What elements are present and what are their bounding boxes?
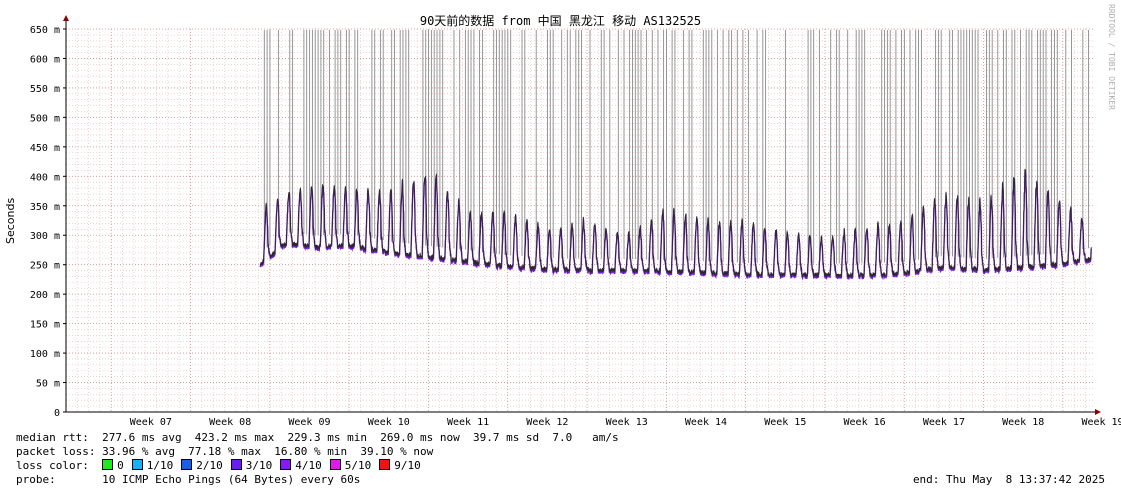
y-tick-label: 500 m: [30, 113, 60, 124]
loss-color-swatch: [181, 459, 193, 470]
y-tick-label: 300 m: [30, 231, 60, 242]
y-axis-arrow: [63, 15, 69, 21]
y-tick-label: 550 m: [30, 84, 60, 95]
loss-color-item: 2/10: [181, 459, 223, 472]
y-tick-label: 50 m: [36, 379, 60, 390]
x-axis-arrow: [1095, 409, 1101, 415]
x-tick-label: Week 11: [447, 417, 489, 428]
y-tick-label: 0: [54, 408, 60, 419]
median-rtt-stats: median rtt: 277.6 ms avg 423.2 ms max 22…: [16, 431, 619, 444]
loss-color-item: 1/10: [131, 459, 174, 472]
loss-color-swatch: [102, 459, 114, 470]
loss-color-text: 3/10: [245, 459, 273, 472]
x-tick-label: Week 12: [526, 417, 568, 428]
y-tick-label: 150 m: [30, 320, 60, 331]
x-tick-label: Week 08: [209, 417, 251, 428]
y-tick-label: 100 m: [30, 349, 60, 360]
rrdtool-watermark: RRDTOOL / TOBI OETIKER: [1107, 4, 1116, 110]
x-tick-label: Week 14: [685, 417, 727, 428]
y-tick-label: 450 m: [30, 143, 60, 154]
loss-color-swatch: [230, 459, 242, 470]
loss-color-item: 9/10: [379, 459, 421, 472]
loss-color-text: 9/10: [394, 459, 421, 472]
x-tick-label: Week 17: [923, 417, 965, 428]
chart-title: 90天前的数据 from 中国 黑龙江 移动 AS132525: [419, 14, 702, 28]
x-tick-label: Week 15: [764, 417, 806, 428]
y-tick-label: 200 m: [30, 290, 60, 301]
loss-color-text: 4/10: [295, 459, 322, 472]
loss-color-text: 2/10: [196, 459, 223, 472]
y-tick-label: 250 m: [30, 261, 60, 272]
loss-color-item: 3/10: [230, 459, 273, 472]
packet-loss-stats: packet loss: 33.96 % avg 77.18 % max 16.…: [16, 445, 434, 458]
x-tick-label: Week 07: [130, 417, 172, 428]
loss-color-item: 4/10: [280, 459, 322, 472]
x-tick-label: Week 09: [288, 417, 330, 428]
y-tick-label: 400 m: [30, 172, 60, 183]
y-axis-label: Seconds: [4, 197, 17, 244]
loss-color-text: 0: [117, 459, 124, 472]
y-tick-label: 350 m: [30, 202, 60, 213]
end-time: end: Thu May 8 13:37:42 2025: [912, 473, 1105, 486]
loss-color-text: 5/10: [344, 459, 372, 472]
loss-color-label: loss color:: [16, 459, 89, 472]
x-tick-label: Week 18: [1002, 417, 1044, 428]
loss-color-items: 0 1/10 2/10 3/10 4/10 5/10 9/10: [102, 459, 429, 472]
probe-info: probe: 10 ICMP Echo Pings (64 Bytes) eve…: [16, 473, 361, 486]
loss-color-legend: loss color: 0 1/10 2/10 3/10 4/10 5/10 9/10: [16, 459, 429, 473]
y-tick-label: 650 m: [30, 25, 60, 36]
loss-color-text: 1/10: [146, 459, 174, 472]
loss-color-swatch: [131, 459, 143, 470]
median-rtt-line: [259, 168, 1092, 279]
loss-color-swatch: [379, 459, 391, 470]
x-tick-label: Week 16: [844, 417, 886, 428]
loss-color-item: 5/10: [329, 459, 372, 472]
x-tick-label: Week 10: [368, 417, 410, 428]
y-tick-label: 600 m: [30, 54, 60, 65]
loss-color-item: 0: [102, 459, 124, 472]
x-tick-label: Week 19: [1081, 417, 1121, 428]
loss-color-swatch: [280, 459, 292, 470]
loss-color-swatch: [329, 459, 341, 470]
x-tick-label: Week 13: [606, 417, 648, 428]
